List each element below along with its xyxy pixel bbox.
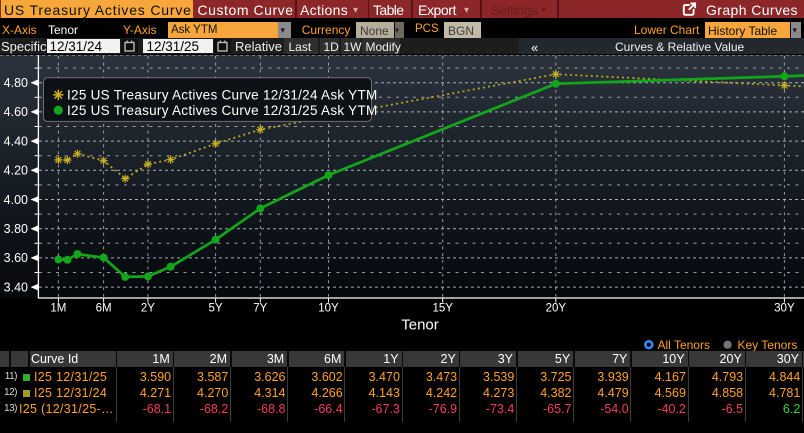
svg-text:4.60: 4.60 xyxy=(4,105,28,119)
svg-text:10Y: 10Y xyxy=(318,303,339,315)
svg-text:6M: 6M xyxy=(96,303,112,315)
svg-text:3.80: 3.80 xyxy=(4,222,28,236)
svg-text:I25 US Treasury Actives Curve: I25 US Treasury Actives Curve 12/31/25 A… xyxy=(67,103,378,118)
svg-text:Tenor: Tenor xyxy=(401,317,439,334)
svg-text:All Tenors: All Tenors xyxy=(658,338,710,351)
svg-text:3.40: 3.40 xyxy=(4,280,28,294)
svg-text:5Y: 5Y xyxy=(209,303,223,315)
svg-text:3.60: 3.60 xyxy=(4,251,28,265)
svg-text:I25 US Treasury Actives Curve: I25 US Treasury Actives Curve 12/31/24 A… xyxy=(67,87,378,102)
svg-text:30Y: 30Y xyxy=(774,303,795,315)
svg-text:20Y: 20Y xyxy=(546,303,567,315)
svg-text:4.40: 4.40 xyxy=(4,134,28,148)
svg-text:1M: 1M xyxy=(50,303,66,315)
svg-text:4.00: 4.00 xyxy=(4,193,28,207)
svg-text:Key Tenors: Key Tenors xyxy=(738,338,798,351)
svg-text:4.20: 4.20 xyxy=(4,164,28,178)
svg-text:7Y: 7Y xyxy=(253,303,267,315)
svg-text:4.80: 4.80 xyxy=(4,76,28,90)
svg-text:2Y: 2Y xyxy=(141,303,155,315)
svg-text:15Y: 15Y xyxy=(432,303,453,315)
